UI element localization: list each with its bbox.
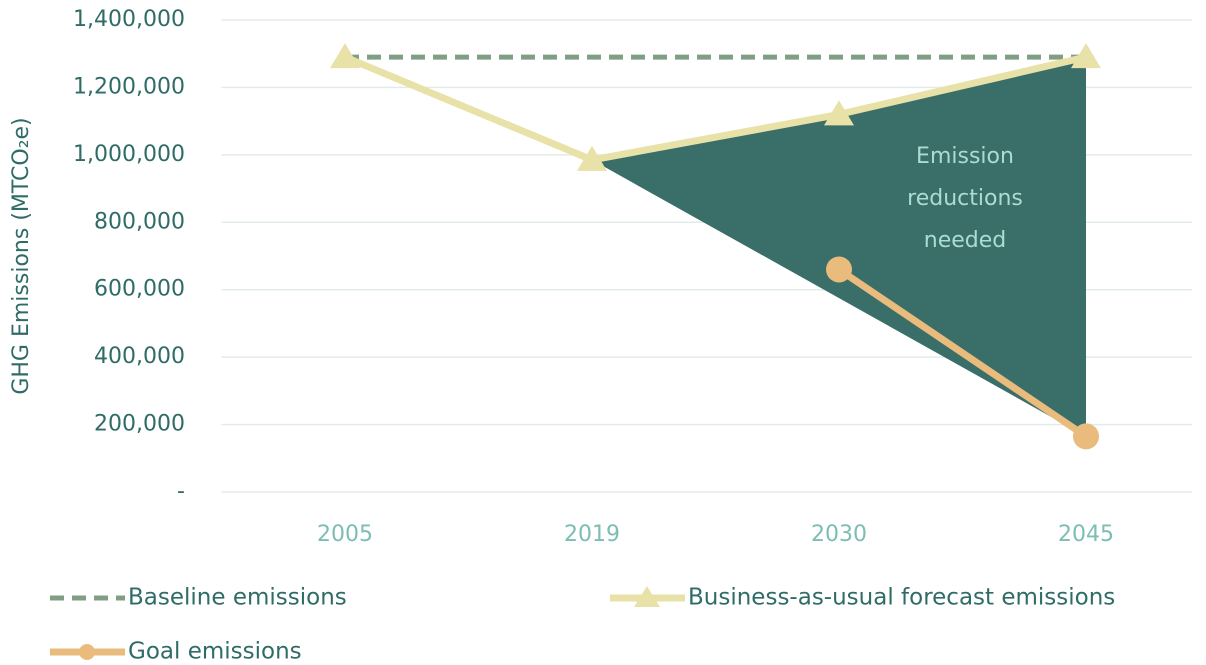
y-tick-label: -: [177, 479, 185, 504]
y-tick-label: 600,000: [94, 277, 185, 302]
series-marker: [577, 145, 607, 171]
reduction-area: [592, 57, 1086, 437]
y-axis-label: GHG Emissions (MTCO₂e): [9, 117, 34, 394]
x-tick-label: 2005: [317, 522, 373, 547]
series-line: [837, 266, 1088, 440]
legend-label: Goal emissions: [128, 639, 302, 665]
series-line: [343, 53, 1087, 164]
y-tick-label: 800,000: [94, 209, 185, 234]
x-tick-label: 2030: [811, 522, 867, 547]
legend-label: Baseline emissions: [128, 585, 347, 611]
annotation: Emission: [916, 144, 1014, 169]
y-tick-label: 1,200,000: [73, 74, 185, 99]
series-marker: [1073, 423, 1099, 450]
y-tick-label: 1,400,000: [73, 7, 185, 32]
legend-marker: [79, 644, 95, 660]
series-marker: [824, 100, 854, 126]
x-tick-label: 2045: [1058, 522, 1114, 547]
y-tick-label: 400,000: [94, 344, 185, 369]
legend-label: Business-as-usual forecast emissions: [688, 585, 1115, 611]
series-marker: [1071, 43, 1101, 69]
y-tick-label: 1,000,000: [73, 142, 185, 167]
series-marker: [330, 43, 360, 69]
x-tick-label: 2019: [564, 522, 620, 547]
series-marker: [826, 256, 852, 283]
legend-marker: [634, 586, 660, 607]
annotation: needed: [924, 228, 1006, 253]
annotation: reductions: [907, 186, 1023, 211]
y-tick-label: 200,000: [94, 412, 185, 437]
